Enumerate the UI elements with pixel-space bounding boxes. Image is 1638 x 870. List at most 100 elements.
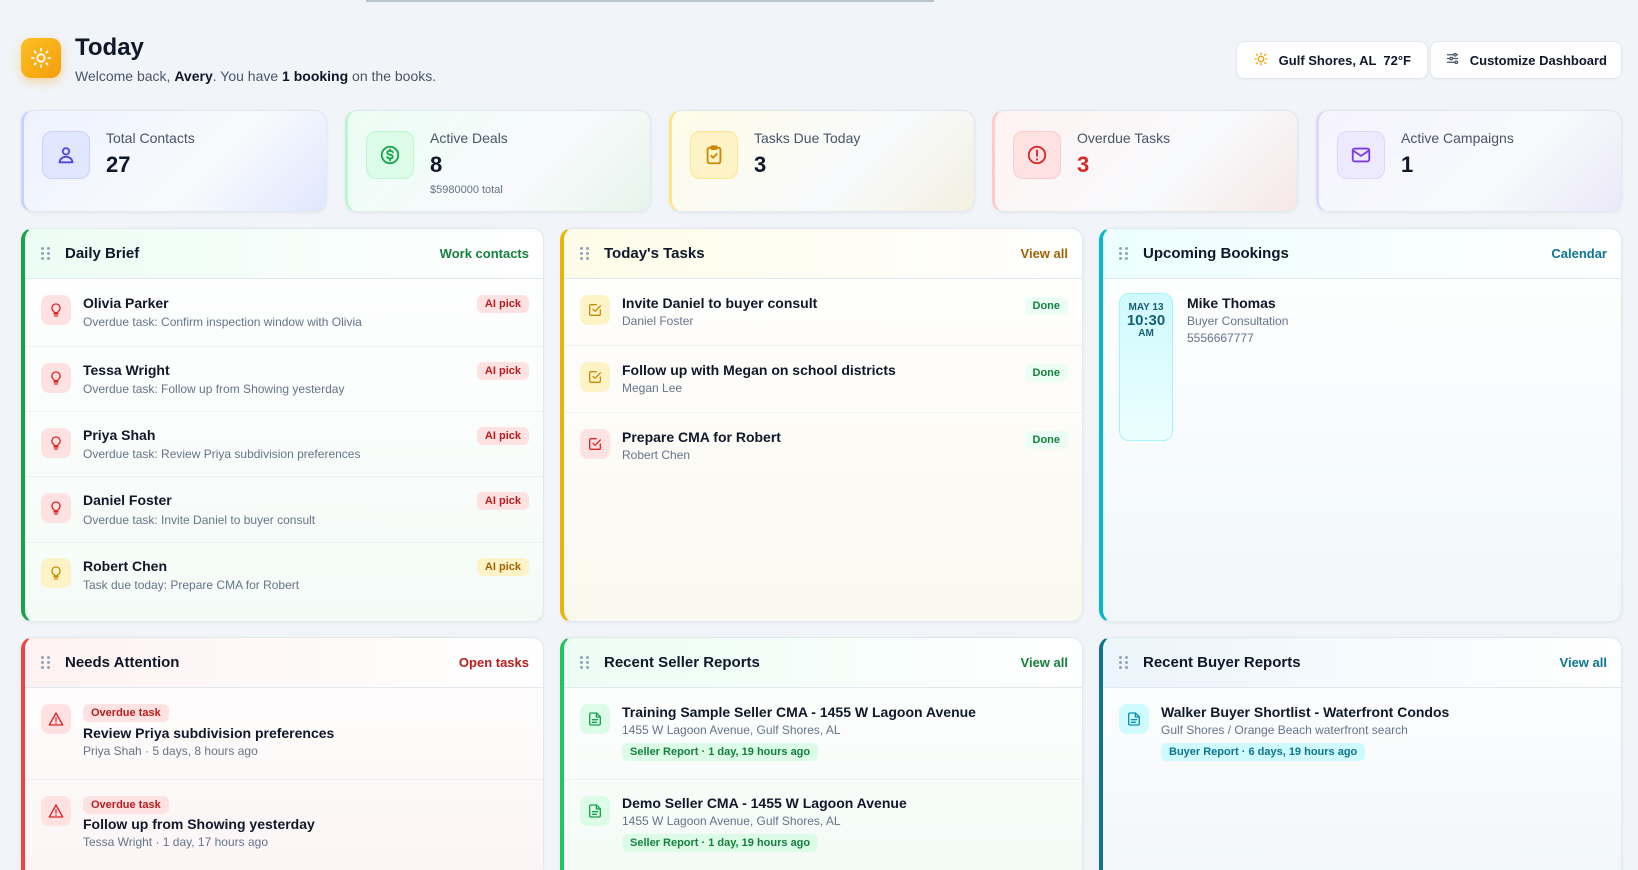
- page-header: Today Welcome back, Avery. You have 1 bo…: [21, 34, 1622, 90]
- booking-phone: 5556667777: [1187, 331, 1254, 345]
- open-tasks-link[interactable]: Open tasks: [458, 655, 529, 670]
- stat-value: 3: [1077, 152, 1090, 177]
- panel-header: Daily Brief Work contacts: [25, 229, 543, 279]
- task-name: Invite Daniel to buyer consult: [622, 295, 818, 311]
- view-all-tasks-link[interactable]: View all: [1020, 246, 1068, 261]
- customize-dashboard-button[interactable]: Customize Dashboard: [1429, 41, 1622, 79]
- seller-report-row[interactable]: Demo Seller CMA - 1455 W Lagoon Avenue 1…: [564, 780, 1082, 870]
- attention-task-name: Review Priya subdivision preferences: [83, 725, 335, 741]
- stat-value: 8: [430, 152, 443, 177]
- drag-handle-icon[interactable]: [41, 247, 51, 261]
- task-row[interactable]: Prepare CMA for Robert Robert Chen Done: [564, 413, 1082, 480]
- list-item[interactable]: Tessa Wright Overdue task: Follow up fro…: [25, 347, 543, 412]
- list-item[interactable]: Priya Shah Overdue task: Review Priya su…: [25, 412, 543, 477]
- panel-header: Recent Buyer Reports View all: [1103, 638, 1621, 688]
- daily-brief-panel: Daily Brief Work contacts Olivia Parker …: [21, 228, 544, 622]
- stat-card-active-deals[interactable]: Active Deals 8 $5980000 total: [345, 110, 651, 212]
- task-check-icon: [580, 362, 610, 392]
- alert-circle-icon: [1013, 131, 1061, 179]
- seller-report-row[interactable]: Training Sample Seller CMA - 1455 W Lago…: [564, 688, 1082, 780]
- sliders-icon: [1445, 51, 1460, 69]
- customize-label: Customize Dashboard: [1469, 52, 1607, 68]
- brief-desc: Overdue task: Invite Daniel to buyer con…: [83, 513, 316, 527]
- report-tag: Buyer Report · 6 days, 19 hours ago: [1161, 743, 1366, 761]
- stat-sub: $5980000 total: [430, 184, 503, 196]
- view-all-buyer-reports-link[interactable]: View all: [1559, 655, 1607, 670]
- booking-ampm: AM: [1138, 328, 1154, 339]
- report-name: Demo Seller CMA - 1455 W Lagoon Avenue: [622, 795, 907, 811]
- attention-row[interactable]: Overdue task Review Priya subdivision pr…: [25, 688, 543, 780]
- lightbulb-icon: [41, 295, 71, 325]
- warning-triangle-icon: [41, 796, 71, 826]
- done-button[interactable]: Done: [1024, 297, 1068, 315]
- panel-header: Needs Attention Open tasks: [25, 638, 543, 688]
- panel-header: Upcoming Bookings Calendar: [1103, 229, 1621, 279]
- stat-label: Tasks Due Today: [754, 130, 861, 146]
- work-contacts-link[interactable]: Work contacts: [439, 246, 529, 261]
- weather-button[interactable]: Gulf Shores, AL 72°F: [1235, 41, 1428, 79]
- seller-reports-panel: Recent Seller Reports View all Training …: [560, 637, 1083, 870]
- stat-card-overdue-tasks[interactable]: Overdue Tasks 3: [992, 110, 1298, 212]
- task-name: Follow up with Megan on school districts: [622, 362, 896, 378]
- ai-pick-badge: AI pick: [476, 362, 529, 380]
- stat-card-tasks-due-today[interactable]: Tasks Due Today 3: [669, 110, 975, 212]
- lightbulb-icon: [41, 363, 71, 393]
- list-item[interactable]: Robert Chen Task due today: Prepare CMA …: [25, 543, 543, 609]
- task-row[interactable]: Follow up with Megan on school districts…: [564, 346, 1082, 413]
- brief-desc: Overdue task: Confirm inspection window …: [83, 315, 362, 329]
- attention-row[interactable]: Overdue task Follow up from Showing yest…: [25, 780, 543, 870]
- dollar-icon: [366, 131, 414, 179]
- drag-handle-icon[interactable]: [41, 656, 51, 670]
- page-title: Today: [75, 34, 144, 61]
- list-item[interactable]: Olivia Parker Overdue task: Confirm insp…: [25, 279, 543, 347]
- panel-title: Recent Seller Reports: [604, 654, 760, 671]
- task-check-icon: [580, 295, 610, 325]
- drag-handle-icon[interactable]: [1119, 247, 1129, 261]
- calendar-link[interactable]: Calendar: [1551, 246, 1607, 261]
- todays-tasks-panel: Today's Tasks View all Invite Daniel to …: [560, 228, 1083, 622]
- brief-desc: Overdue task: Review Priya subdivision p…: [83, 447, 361, 461]
- task-name: Prepare CMA for Robert: [622, 429, 781, 445]
- done-button[interactable]: Done: [1024, 364, 1068, 382]
- booking-date: MAY 13: [1128, 302, 1164, 313]
- drag-handle-icon[interactable]: [580, 247, 590, 261]
- buyer-reports-panel: Recent Buyer Reports View all Walker Buy…: [1099, 637, 1622, 870]
- drag-handle-icon[interactable]: [580, 656, 590, 670]
- stat-label: Total Contacts: [106, 130, 195, 146]
- ai-pick-badge: AI pick: [476, 295, 529, 313]
- stat-label: Active Deals: [430, 130, 508, 146]
- report-address: 1455 W Lagoon Avenue, Gulf Shores, AL: [622, 814, 841, 828]
- view-all-seller-reports-link[interactable]: View all: [1020, 655, 1068, 670]
- overdue-tag: Overdue task: [83, 704, 169, 722]
- person-icon: [42, 131, 90, 179]
- contact-name: Robert Chen: [83, 558, 167, 574]
- upcoming-bookings-panel: Upcoming Bookings Calendar MAY 13 10:30 …: [1099, 228, 1622, 622]
- stat-card-active-campaigns[interactable]: Active Campaigns 1: [1316, 110, 1622, 212]
- contact-name: Priya Shah: [83, 427, 156, 443]
- document-icon: [580, 796, 610, 826]
- document-icon: [580, 704, 610, 734]
- ai-pick-badge: AI pick: [476, 558, 529, 576]
- sun-icon: [21, 38, 61, 78]
- done-button[interactable]: Done: [1024, 431, 1068, 449]
- list-item[interactable]: Daniel Foster Overdue task: Invite Danie…: [25, 477, 543, 543]
- weather-label: Gulf Shores, AL 72°F: [1278, 52, 1411, 68]
- stat-value: 3: [754, 152, 767, 177]
- warning-triangle-icon: [41, 704, 71, 734]
- booking-row[interactable]: MAY 13 10:30 AM Mike Thomas Buyer Consul…: [1103, 279, 1621, 459]
- lightbulb-icon: [41, 558, 71, 588]
- welcome-text: Welcome back, Avery. You have 1 booking …: [75, 68, 437, 84]
- drag-handle-icon[interactable]: [1119, 656, 1129, 670]
- contact-name: Daniel Foster: [83, 492, 172, 508]
- stat-label: Active Campaigns: [1401, 130, 1514, 146]
- overdue-tag: Overdue task: [83, 796, 169, 814]
- clipboard-check-icon: [690, 131, 738, 179]
- panel-title: Today's Tasks: [604, 245, 705, 262]
- lightbulb-icon: [41, 428, 71, 458]
- stat-card-total-contacts[interactable]: Total Contacts 27: [21, 110, 327, 212]
- contact-name: Olivia Parker: [83, 295, 169, 311]
- buyer-report-row[interactable]: Walker Buyer Shortlist - Waterfront Cond…: [1103, 688, 1621, 780]
- report-name: Walker Buyer Shortlist - Waterfront Cond…: [1161, 704, 1450, 720]
- needs-attention-panel: Needs Attention Open tasks Overdue task …: [21, 637, 544, 870]
- task-row[interactable]: Invite Daniel to buyer consult Daniel Fo…: [564, 279, 1082, 346]
